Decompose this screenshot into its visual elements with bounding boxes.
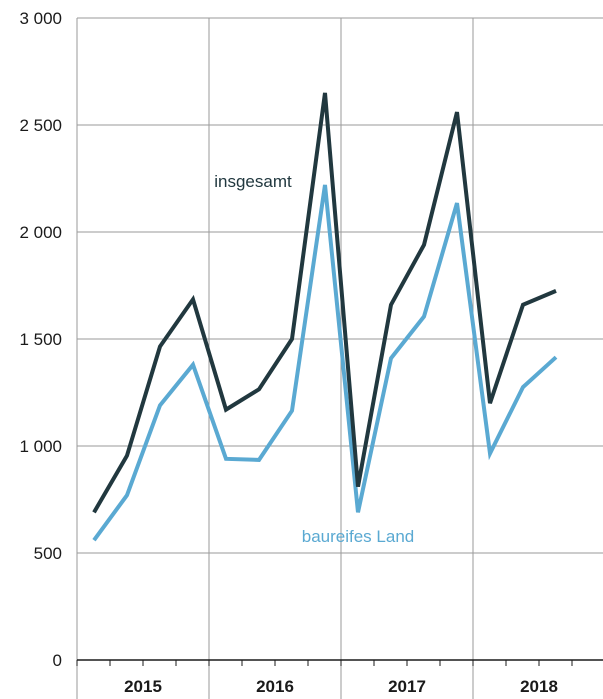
y-tick-label: 2 000 — [19, 223, 62, 242]
series-layer — [92, 92, 558, 542]
series-labels: insgesamt baureifes Land — [214, 172, 414, 546]
series-label-insgesamt: insgesamt — [214, 172, 292, 191]
x-year-label: 2016 — [256, 677, 294, 696]
y-axis-tick-labels: 0 500 1 000 1 500 2 000 2 500 3 000 — [19, 9, 62, 670]
x-year-label: 2015 — [124, 677, 162, 696]
y-tick-label: 500 — [34, 544, 62, 563]
y-tick-label: 1 500 — [19, 330, 62, 349]
y-tick-label: 2 500 — [19, 116, 62, 135]
y-tick-label: 0 — [53, 651, 62, 670]
y-tick-label: 1 000 — [19, 437, 62, 456]
x-axis: 2015 2016 2017 2018 — [76, 659, 603, 696]
x-year-label: 2018 — [520, 677, 558, 696]
series-line-insgesamt — [92, 92, 557, 514]
x-year-label: 2017 — [388, 677, 426, 696]
y-tick-label: 3 000 — [19, 9, 62, 28]
series-label-baureifes-land: baureifes Land — [302, 527, 414, 546]
